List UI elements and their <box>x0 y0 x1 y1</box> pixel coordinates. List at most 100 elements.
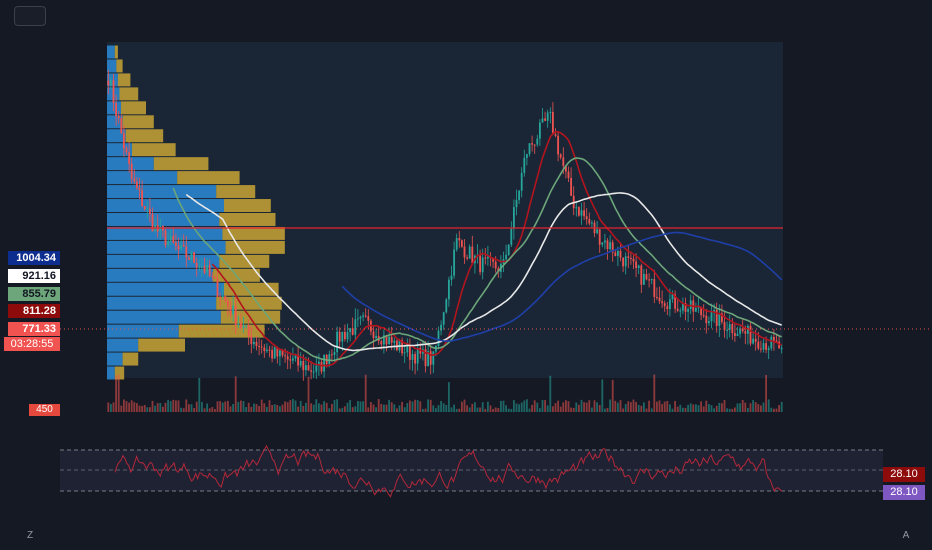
candle-body <box>700 307 703 316</box>
volume-bar <box>343 406 346 412</box>
volume-bar <box>489 405 492 412</box>
volume-bar <box>684 407 687 412</box>
volume-bar <box>596 402 599 412</box>
volume-bar <box>393 404 396 412</box>
volume-bar <box>367 407 370 412</box>
candle-body <box>411 354 414 360</box>
candle-body <box>190 252 193 260</box>
volume-bar <box>455 408 458 412</box>
candle-body <box>148 208 151 215</box>
volume-bar <box>635 401 638 412</box>
candle-body <box>128 152 131 164</box>
volume-bar <box>398 405 401 412</box>
candle-body <box>463 246 466 258</box>
candle-body <box>250 335 253 345</box>
volume-bar <box>224 401 227 412</box>
volume-bar <box>193 408 196 412</box>
volume-bar <box>440 400 443 412</box>
volume-bar <box>263 403 266 412</box>
candle-body <box>746 325 749 334</box>
volume-bar <box>421 408 424 412</box>
candle-body <box>736 333 739 336</box>
volume-bar <box>128 402 131 412</box>
candle-body <box>424 349 427 367</box>
volume-bar <box>414 399 417 412</box>
volume-bar <box>632 399 635 412</box>
candle-body <box>338 331 341 342</box>
vp-row-down <box>131 143 176 157</box>
candle-body <box>122 133 125 149</box>
volume-bar <box>434 408 437 412</box>
candle-body <box>707 321 710 324</box>
candle-body <box>307 365 310 371</box>
volume-bar <box>671 408 674 412</box>
candle-body <box>297 354 300 366</box>
volume-bar <box>187 404 190 412</box>
candle-body <box>151 214 154 232</box>
volume-bar <box>720 403 723 412</box>
candle-body <box>252 341 255 345</box>
vp-row-down <box>219 254 270 268</box>
volume-bar <box>328 408 331 412</box>
candle-body <box>752 338 755 344</box>
auto-scale-icon[interactable]: A <box>902 530 910 541</box>
vp-row-up <box>107 268 214 282</box>
candle-body <box>390 336 393 343</box>
volume-bar <box>479 407 482 412</box>
candle-body <box>505 254 508 260</box>
volume-bar <box>385 404 388 412</box>
candle-body <box>614 252 617 256</box>
volume-bar <box>310 403 313 412</box>
volume-bar <box>507 408 510 412</box>
volume-bar <box>117 374 120 412</box>
candle-body <box>697 307 700 309</box>
vp-row-up <box>107 73 118 87</box>
ma-white-line <box>185 192 782 352</box>
vp-row-down <box>222 226 285 240</box>
volume-bar <box>554 403 557 412</box>
volume-bar <box>754 402 757 412</box>
volume-bar <box>307 376 310 412</box>
candle-body <box>668 299 671 310</box>
volume-bar <box>180 407 183 412</box>
candle-body <box>759 348 762 350</box>
volume-bar <box>525 399 528 412</box>
volume-bar <box>185 399 188 412</box>
candle-body <box>536 138 539 145</box>
ma-green-line <box>172 157 782 362</box>
toolbar-button[interactable] <box>14 6 46 26</box>
candle-body <box>232 305 235 315</box>
candle-body <box>635 261 638 268</box>
candle-body <box>767 348 770 350</box>
volume-bar <box>289 400 292 412</box>
volume-bar <box>130 400 133 412</box>
volume-bar <box>499 400 502 412</box>
candle-body <box>650 279 653 281</box>
candle-body <box>208 265 211 276</box>
candle-body <box>359 316 362 319</box>
candle-body <box>317 361 320 366</box>
volume-bar <box>471 403 474 412</box>
volume-bar <box>174 400 177 412</box>
vp-row-up <box>107 171 178 185</box>
volume-bar <box>133 402 136 412</box>
candle-body <box>557 135 560 155</box>
moving-averages <box>172 131 783 367</box>
volume-bar <box>406 403 409 412</box>
volume-bar <box>458 408 461 412</box>
candle-body <box>125 148 128 153</box>
candle-body <box>590 222 593 224</box>
volume-bar <box>346 402 349 412</box>
volume-bar <box>237 401 240 412</box>
candle-body <box>570 177 573 196</box>
candle-body <box>632 258 635 262</box>
candle-body <box>460 240 463 247</box>
rsi-pane <box>60 444 883 498</box>
volume-bar <box>156 403 159 412</box>
volume-bar <box>195 401 198 412</box>
candle-body <box>286 356 289 360</box>
candle-body <box>245 325 248 327</box>
zoom-icon[interactable]: Z <box>26 530 34 541</box>
volume-bar <box>650 408 653 412</box>
